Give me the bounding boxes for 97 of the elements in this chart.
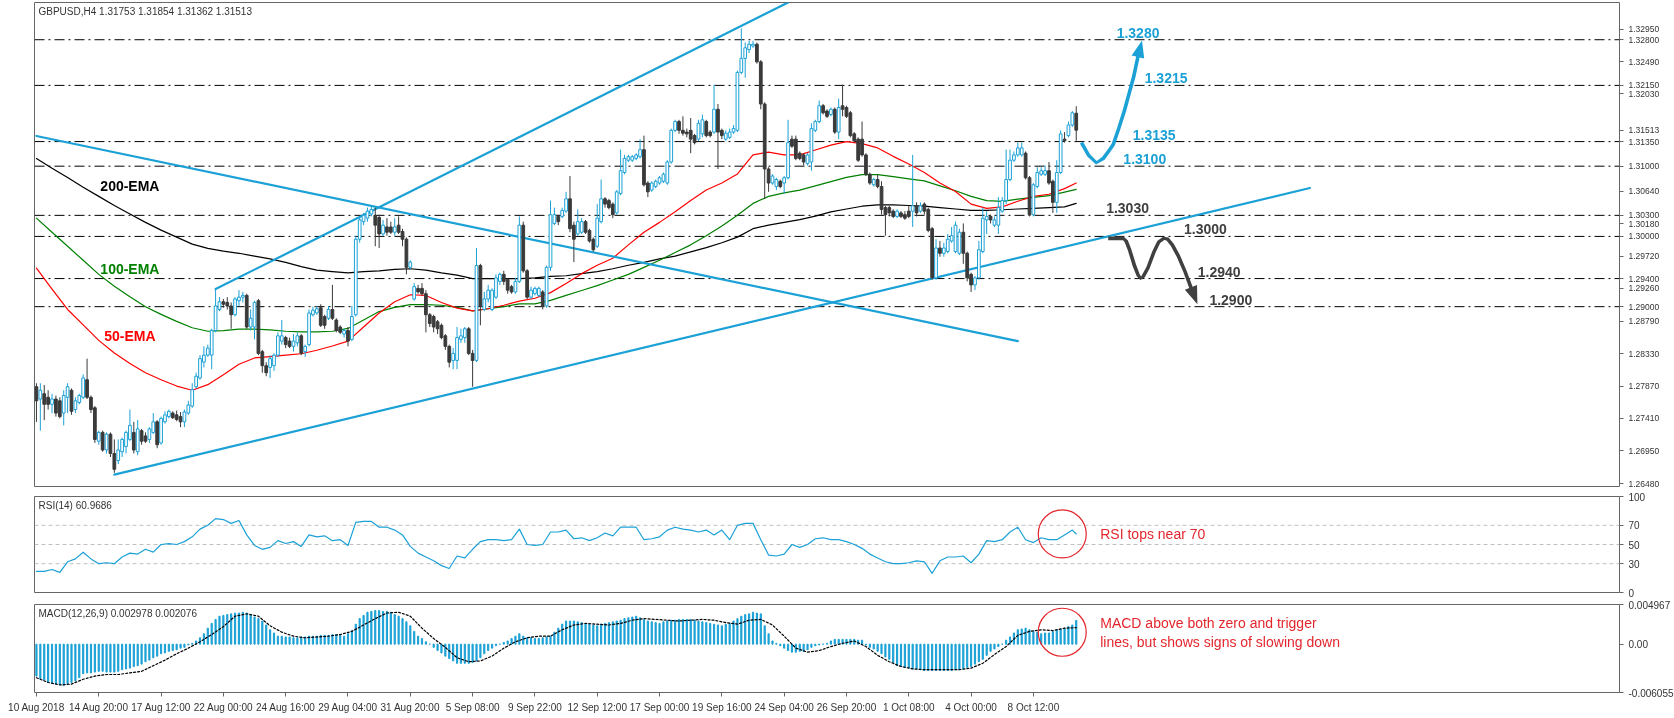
candlestick bbox=[712, 84, 716, 135]
series-label: 100-EMA bbox=[100, 260, 160, 277]
x-tick-label: 22 Aug 00:00 bbox=[193, 701, 254, 713]
candlestick bbox=[116, 438, 121, 465]
y-tick-label: 1.27870 bbox=[1628, 381, 1660, 392]
x-tick-label: 19 Sep 16:00 bbox=[692, 701, 753, 713]
candlestick bbox=[751, 40, 755, 49]
candlestick bbox=[455, 326, 459, 370]
y-tick-label: 1.32950 bbox=[1628, 24, 1660, 35]
y-tick-label: 1.31513 bbox=[1628, 125, 1660, 136]
annotation: 1.3215 bbox=[1144, 70, 1188, 87]
annotation: 1.3000 bbox=[1183, 221, 1228, 238]
y-tick-label: 1.32800 bbox=[1628, 34, 1660, 45]
line-series bbox=[35, 611, 1077, 686]
y-tick-label: 1.28330 bbox=[1628, 348, 1660, 359]
y-tick-label: 1.32150 bbox=[1628, 80, 1660, 91]
candlestick bbox=[57, 396, 62, 419]
line-series bbox=[35, 517, 1077, 574]
candlestick bbox=[638, 138, 642, 159]
candlestick bbox=[716, 103, 720, 170]
y-tick-label: 0 bbox=[1628, 587, 1635, 599]
x-tick-label: 8 Oct 12:00 bbox=[1007, 701, 1060, 713]
candlestick bbox=[268, 354, 272, 379]
candlestick bbox=[135, 419, 140, 456]
chart-title: MACD(12,26,9) 0.002978 0.002076 bbox=[38, 607, 198, 619]
x-tick-label: 17 Sep 00:00 bbox=[629, 701, 690, 713]
candlestick bbox=[938, 240, 942, 258]
y-tick-label: 1.31350 bbox=[1628, 136, 1660, 147]
x-tick-label: 9 Sep 22:00 bbox=[507, 701, 563, 713]
candlestick bbox=[848, 110, 853, 138]
y-tick-label: 1.30300 bbox=[1628, 210, 1660, 221]
y-tick-label: 1.29400 bbox=[1628, 273, 1660, 284]
y-tick-label: 1.26950 bbox=[1628, 445, 1660, 456]
candlestick bbox=[155, 419, 160, 449]
candlestick bbox=[50, 393, 54, 414]
y-tick-label: 1.28790 bbox=[1628, 316, 1660, 327]
chart-title: GBPUSD,H4 1.31753 1.31854 1.31362 1.31513 bbox=[38, 5, 253, 17]
candlestick bbox=[229, 301, 234, 330]
x-tick-label: 10 Aug 2018 bbox=[8, 701, 65, 713]
annotation: 1.3030 bbox=[1106, 200, 1150, 217]
y-tick-label: 1.32490 bbox=[1628, 56, 1660, 67]
annotation: 1.2900 bbox=[1209, 291, 1253, 308]
candlestick bbox=[373, 207, 378, 247]
candlestick bbox=[46, 389, 50, 411]
y-tick-label: 1.30000 bbox=[1628, 231, 1660, 242]
y-tick-label: 1.32030 bbox=[1628, 88, 1660, 99]
candlestick bbox=[54, 395, 58, 418]
y-tick-label: 1.29260 bbox=[1628, 283, 1660, 294]
y-tick-label: 30 bbox=[1628, 558, 1641, 570]
candlestick bbox=[1043, 164, 1047, 177]
y-tick-label: 100 bbox=[1628, 491, 1646, 503]
y-tick-label: 1.27410 bbox=[1628, 413, 1660, 424]
y-tick-label: 50 bbox=[1628, 539, 1641, 551]
candlestick bbox=[65, 382, 70, 414]
x-tick-label: 12 Sep 12:00 bbox=[567, 701, 628, 713]
candlestick bbox=[1074, 105, 1079, 142]
candlestick bbox=[81, 373, 86, 400]
annotation: 1.2940 bbox=[1197, 263, 1241, 280]
candlestick bbox=[38, 382, 43, 432]
y-tick-label: 70 bbox=[1628, 520, 1641, 532]
annotation: 1.3100 bbox=[1123, 151, 1167, 168]
y-tick-label: 1.30180 bbox=[1628, 218, 1660, 229]
y-tick-label: -0.006055 bbox=[1628, 687, 1674, 699]
x-tick-label: 31 Aug 20:00 bbox=[380, 701, 440, 713]
y-tick-label: 0.00 bbox=[1628, 639, 1649, 651]
candlestick bbox=[482, 291, 487, 312]
x-tick-label: 1 Oct 08:00 bbox=[882, 701, 936, 713]
x-tick-label: 24 Aug 16:00 bbox=[255, 701, 316, 713]
y-tick-label: 1.26480 bbox=[1628, 478, 1660, 489]
x-tick-label: 14 Aug 20:00 bbox=[69, 701, 129, 713]
y-tick-label: 1.30640 bbox=[1628, 186, 1660, 197]
x-tick-label: 17 Aug 12:00 bbox=[131, 701, 191, 713]
candlestick bbox=[681, 115, 685, 137]
y-tick-label: 1.29720 bbox=[1628, 251, 1660, 262]
chart-title: RSI(14) 60.9686 bbox=[38, 499, 113, 511]
y-tick-label: 1.29000 bbox=[1628, 301, 1660, 312]
annotation: RSI tops near 70 bbox=[1100, 525, 1206, 542]
candlestick bbox=[540, 289, 545, 310]
candlestick bbox=[42, 384, 47, 421]
x-tick-label: 5 Sep 08:00 bbox=[445, 701, 501, 713]
y-tick-label: 0.004967 bbox=[1628, 599, 1671, 611]
series-label: 200-EMA bbox=[100, 177, 160, 194]
candlestick bbox=[385, 217, 389, 237]
annotation: 1.3280 bbox=[1116, 24, 1160, 41]
candlestick bbox=[564, 191, 568, 214]
candlestick bbox=[131, 421, 136, 454]
series-label: 50-EMA bbox=[104, 327, 156, 344]
x-tick-label: 26 Sep 20:00 bbox=[816, 701, 877, 713]
x-tick-label: 29 Aug 04:00 bbox=[318, 701, 378, 713]
annotation: MACD above both zero and trigger lines, but shows signs of slowing down bbox=[1100, 614, 1340, 650]
candlestick bbox=[696, 119, 701, 142]
annotation: 1.3135 bbox=[1132, 126, 1176, 143]
candlestick bbox=[346, 326, 350, 347]
x-tick-label: 24 Sep 04:00 bbox=[754, 701, 815, 713]
x-tick-label: 4 Oct 00:00 bbox=[945, 701, 998, 713]
y-tick-label: 1.31000 bbox=[1628, 161, 1660, 172]
candlestick bbox=[575, 208, 580, 237]
